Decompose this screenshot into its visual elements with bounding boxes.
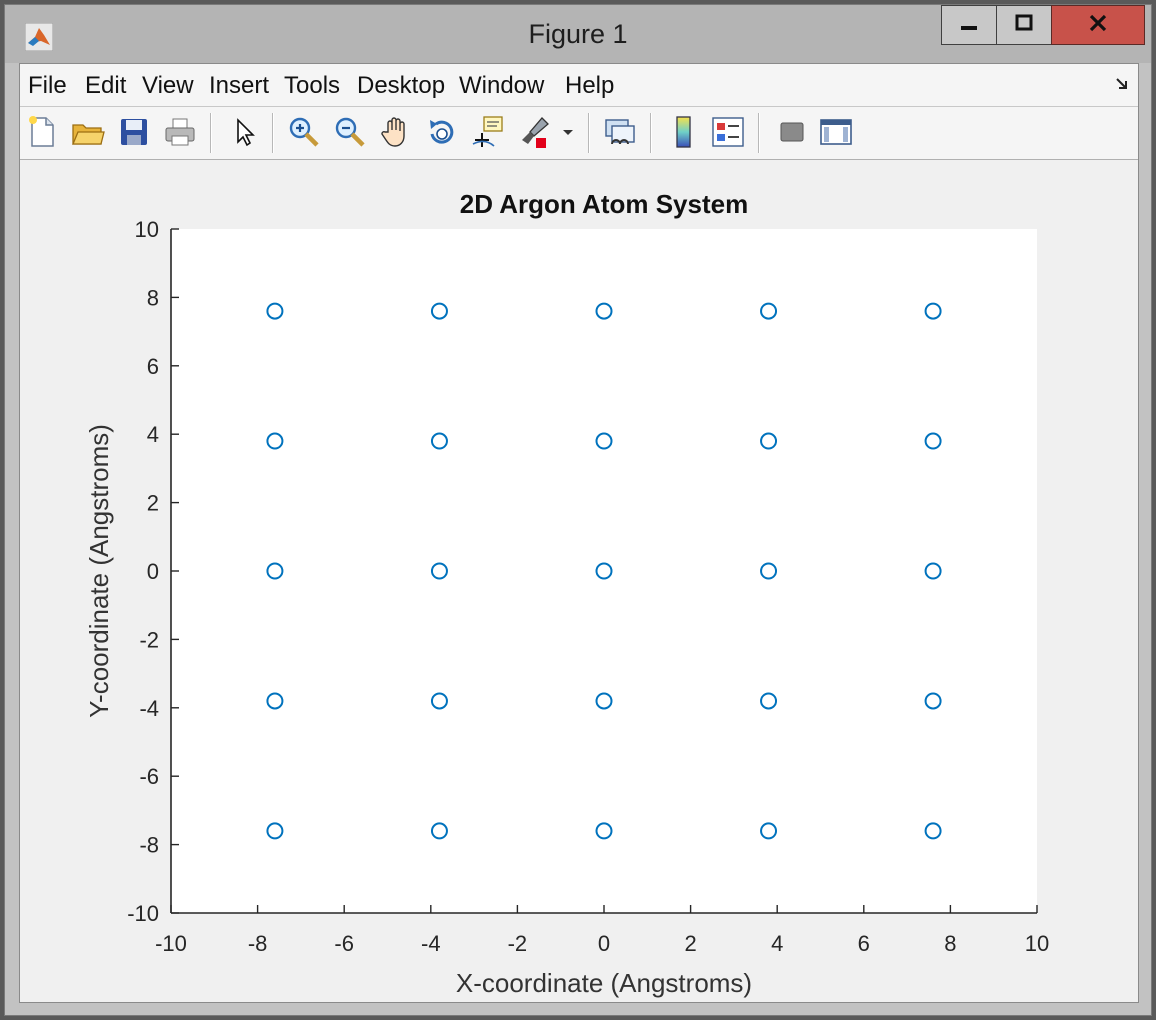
x-tick-label: -8 bbox=[248, 931, 268, 956]
toolbar-separator bbox=[210, 113, 212, 153]
atom-marker[interactable] bbox=[760, 302, 778, 320]
y-tick-label: -10 bbox=[127, 901, 159, 926]
hide-tools-icon[interactable] bbox=[774, 114, 810, 150]
atom-marker[interactable] bbox=[924, 562, 942, 580]
close-button[interactable] bbox=[1051, 5, 1145, 45]
y-tick-label: 2 bbox=[147, 491, 159, 516]
link-plot-icon[interactable] bbox=[602, 114, 638, 150]
x-tick-label: -4 bbox=[421, 931, 441, 956]
y-tick-label: -2 bbox=[139, 627, 159, 652]
atom-marker[interactable] bbox=[266, 302, 284, 320]
atom-marker[interactable] bbox=[595, 432, 613, 450]
y-tick-label: 0 bbox=[147, 559, 159, 584]
atom-marker[interactable] bbox=[760, 692, 778, 710]
close-icon bbox=[1087, 12, 1109, 39]
figure-toolbar bbox=[20, 106, 1138, 160]
menu-file[interactable]: File bbox=[28, 72, 67, 99]
y-tick-label: 4 bbox=[147, 422, 159, 447]
x-tick-label: -6 bbox=[334, 931, 354, 956]
atom-marker[interactable] bbox=[266, 432, 284, 450]
data-cursor-icon[interactable] bbox=[470, 114, 506, 150]
menu-desktop[interactable]: Desktop bbox=[357, 72, 446, 99]
y-tick-label: -8 bbox=[139, 833, 159, 858]
atom-marker[interactable] bbox=[760, 562, 778, 580]
atom-marker[interactable] bbox=[595, 822, 613, 840]
atom-marker[interactable] bbox=[430, 692, 448, 710]
dock-arrow-icon[interactable] bbox=[1114, 76, 1130, 97]
menu-help[interactable]: Help bbox=[565, 72, 615, 99]
x-tick-label: -10 bbox=[155, 931, 187, 956]
zoom-in-icon[interactable] bbox=[286, 114, 322, 150]
atom-marker[interactable] bbox=[266, 562, 284, 580]
hand-icon[interactable] bbox=[378, 114, 414, 150]
x-axis-label: X-coordinate (Angstroms) bbox=[456, 968, 752, 998]
matlab-logo-icon bbox=[24, 22, 54, 52]
atom-marker[interactable] bbox=[430, 822, 448, 840]
chart-title: 2D Argon Atom System bbox=[460, 189, 748, 219]
maximize-icon bbox=[1014, 13, 1034, 38]
x-tick-label: 2 bbox=[684, 931, 696, 956]
zoom-out-icon[interactable] bbox=[332, 114, 368, 150]
folder-icon[interactable] bbox=[70, 114, 106, 150]
menu-edit[interactable]: Edit bbox=[85, 72, 127, 99]
menu-tools[interactable]: Tools bbox=[284, 72, 341, 99]
rotate-icon[interactable] bbox=[424, 114, 460, 150]
x-tick-label: 8 bbox=[944, 931, 956, 956]
figure-client-area: File Edit View Insert Tools Desktop Wind… bbox=[19, 63, 1139, 1003]
y-tick-label: -6 bbox=[139, 764, 159, 789]
atom-marker[interactable] bbox=[595, 562, 613, 580]
figure-canvas: 2D Argon Atom System X-coordinate (Angst… bbox=[20, 160, 1138, 1002]
x-tick-label: 4 bbox=[771, 931, 783, 956]
y-tick-label: 10 bbox=[135, 217, 159, 242]
title-bar[interactable]: Figure 1 bbox=[5, 5, 1151, 63]
window-title: Figure 1 bbox=[528, 19, 628, 49]
menu-insert[interactable]: Insert bbox=[209, 72, 270, 99]
y-tick-label: 6 bbox=[147, 354, 159, 379]
atom-marker[interactable] bbox=[595, 302, 613, 320]
colorbar-icon[interactable] bbox=[666, 114, 702, 150]
atom-marker[interactable] bbox=[760, 432, 778, 450]
atom-marker[interactable] bbox=[430, 432, 448, 450]
atom-marker[interactable] bbox=[924, 302, 942, 320]
scatter-plot: 2D Argon Atom System X-coordinate (Angst… bbox=[84, 189, 1049, 998]
brush-icon[interactable] bbox=[516, 114, 552, 150]
show-tools-icon[interactable] bbox=[818, 114, 854, 150]
new-file-icon[interactable] bbox=[24, 114, 60, 150]
minimize-button[interactable] bbox=[941, 5, 997, 45]
pointer-icon[interactable] bbox=[226, 114, 262, 150]
atom-marker[interactable] bbox=[924, 822, 942, 840]
toolbar-separator bbox=[758, 113, 760, 153]
atom-marker[interactable] bbox=[595, 692, 613, 710]
toolbar-separator bbox=[272, 113, 274, 153]
chevron-down-icon[interactable] bbox=[560, 114, 576, 150]
menu-bar: File Edit View Insert Tools Desktop Wind… bbox=[20, 64, 1138, 106]
atom-marker[interactable] bbox=[430, 302, 448, 320]
x-tick-label: 6 bbox=[858, 931, 870, 956]
atom-marker[interactable] bbox=[760, 822, 778, 840]
figure-window: Figure 1 File Edit View Insert Tools Des… bbox=[4, 4, 1152, 1016]
maximize-button[interactable] bbox=[996, 5, 1052, 45]
menu-view[interactable]: View bbox=[142, 72, 194, 99]
atom-marker[interactable] bbox=[430, 562, 448, 580]
x-tick-label: 10 bbox=[1025, 931, 1049, 956]
x-tick-label: 0 bbox=[598, 931, 610, 956]
y-axis-label: Y-coordinate (Angstroms) bbox=[84, 424, 114, 718]
minimize-icon bbox=[959, 13, 979, 38]
printer-icon[interactable] bbox=[162, 114, 198, 150]
toolbar-separator bbox=[588, 113, 590, 153]
atom-marker[interactable] bbox=[266, 692, 284, 710]
save-icon[interactable] bbox=[116, 114, 152, 150]
atom-marker[interactable] bbox=[924, 692, 942, 710]
toolbar-separator bbox=[650, 113, 652, 153]
y-tick-label: -4 bbox=[139, 696, 159, 721]
menu-window[interactable]: Window bbox=[459, 72, 545, 99]
y-tick-label: 8 bbox=[147, 285, 159, 310]
atom-marker[interactable] bbox=[924, 432, 942, 450]
x-tick-label: -2 bbox=[508, 931, 528, 956]
legend-icon[interactable] bbox=[710, 114, 746, 150]
atom-marker[interactable] bbox=[266, 822, 284, 840]
axes-background[interactable] bbox=[171, 229, 1037, 913]
